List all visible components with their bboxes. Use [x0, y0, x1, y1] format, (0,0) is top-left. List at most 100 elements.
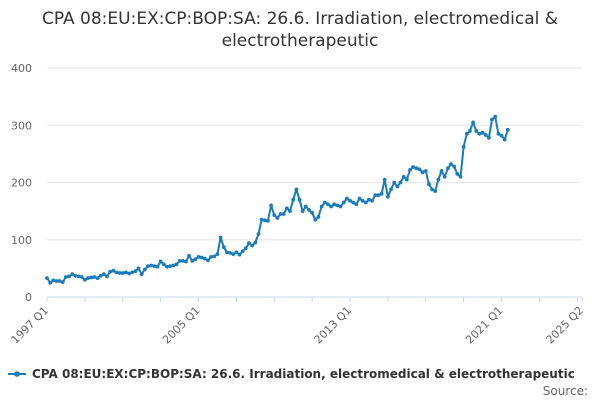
data-point[interactable] [184, 259, 188, 264]
data-point[interactable] [430, 187, 434, 192]
data-point[interactable] [398, 180, 403, 185]
data-point[interactable] [408, 168, 412, 172]
data-point[interactable] [452, 164, 457, 169]
data-point[interactable] [493, 114, 498, 119]
data-point[interactable] [133, 269, 138, 274]
data-point[interactable] [423, 169, 428, 173]
data-point[interactable] [60, 280, 65, 284]
data-point[interactable] [458, 174, 463, 179]
data-point[interactable] [487, 135, 491, 140]
data-point[interactable] [196, 255, 201, 259]
data-point[interactable] [351, 200, 356, 205]
data-point[interactable] [319, 204, 324, 209]
data-point[interactable] [105, 274, 109, 279]
data-point[interactable] [322, 200, 327, 205]
data-point[interactable] [461, 145, 466, 149]
data-point[interactable] [161, 262, 166, 267]
data-point[interactable] [108, 269, 112, 274]
data-point[interactable] [307, 208, 311, 212]
data-point[interactable] [474, 129, 479, 133]
data-point[interactable] [341, 200, 346, 205]
data-point[interactable] [313, 217, 318, 222]
data-point[interactable] [73, 273, 78, 278]
data-point[interactable] [221, 245, 226, 250]
data-point[interactable] [253, 240, 258, 245]
data-point[interactable] [79, 275, 84, 279]
data-point[interactable] [354, 202, 359, 207]
data-point[interactable] [392, 180, 397, 185]
data-point[interactable] [455, 172, 460, 176]
data-point[interactable] [303, 204, 308, 209]
data-point[interactable] [471, 120, 475, 125]
data-point[interactable] [285, 206, 289, 211]
data-point[interactable] [256, 232, 261, 236]
data-point[interactable] [449, 162, 453, 167]
data-point[interactable] [345, 196, 349, 201]
data-point[interactable] [373, 193, 378, 198]
data-point[interactable] [262, 218, 267, 223]
data-point[interactable] [168, 264, 173, 268]
data-point[interactable] [272, 213, 277, 218]
data-point[interactable] [442, 174, 447, 179]
data-point[interactable] [468, 129, 472, 133]
data-point[interactable] [120, 271, 125, 275]
data-point[interactable] [174, 262, 179, 267]
data-point[interactable] [76, 274, 81, 279]
data-point[interactable] [98, 273, 103, 278]
data-point[interactable] [190, 259, 195, 263]
data-point[interactable] [48, 280, 53, 285]
data-point[interactable] [139, 272, 144, 276]
data-point[interactable] [382, 177, 387, 182]
data-point[interactable] [436, 177, 441, 182]
data-point[interactable] [206, 258, 210, 263]
data-point[interactable] [130, 270, 135, 275]
data-point[interactable] [228, 251, 233, 255]
data-point[interactable] [490, 117, 494, 122]
data-point[interactable] [243, 246, 248, 251]
data-point[interactable] [335, 203, 340, 208]
data-point[interactable] [310, 210, 314, 215]
data-point[interactable] [225, 250, 229, 255]
data-point[interactable] [386, 194, 390, 199]
data-point[interactable] [316, 215, 321, 219]
legend[interactable]: CPA 08:EU:EX:CP:BOP:SA: 26.6. Irradiatio… [8, 367, 575, 381]
data-point[interactable] [439, 169, 444, 173]
data-point[interactable] [114, 270, 119, 275]
data-point[interactable] [259, 217, 264, 222]
data-point[interactable] [379, 192, 384, 196]
data-point[interactable] [294, 187, 299, 192]
data-point[interactable] [433, 189, 438, 194]
data-point[interactable] [420, 170, 425, 175]
data-point[interactable] [202, 256, 207, 261]
data-point[interactable] [247, 241, 251, 246]
data-point[interactable] [411, 165, 415, 169]
data-point[interactable] [427, 182, 431, 187]
data-point[interactable] [199, 255, 204, 260]
data-point[interactable] [477, 131, 482, 136]
data-point[interactable] [187, 253, 191, 258]
data-point[interactable] [414, 166, 419, 171]
data-point[interactable] [367, 197, 371, 202]
data-point[interactable] [86, 276, 90, 280]
data-point[interactable] [370, 198, 374, 203]
data-point[interactable] [209, 255, 214, 259]
data-point[interactable] [92, 275, 97, 279]
data-point[interactable] [45, 276, 49, 280]
data-point[interactable] [124, 270, 128, 275]
data-point[interactable] [300, 209, 305, 214]
data-point[interactable] [288, 209, 292, 214]
data-point[interactable] [348, 198, 352, 203]
data-point[interactable] [231, 252, 236, 256]
data-point[interactable] [360, 198, 365, 203]
data-point[interactable] [496, 131, 501, 136]
data-point[interactable] [218, 235, 223, 240]
data-point[interactable] [278, 212, 283, 216]
data-point[interactable] [165, 264, 169, 269]
data-point[interactable] [117, 271, 122, 275]
data-point[interactable] [54, 279, 59, 283]
data-point[interactable] [51, 278, 56, 283]
data-point[interactable] [83, 277, 87, 282]
data-point[interactable] [417, 167, 422, 172]
data-point[interactable] [499, 133, 504, 138]
data-point[interactable] [127, 271, 131, 276]
